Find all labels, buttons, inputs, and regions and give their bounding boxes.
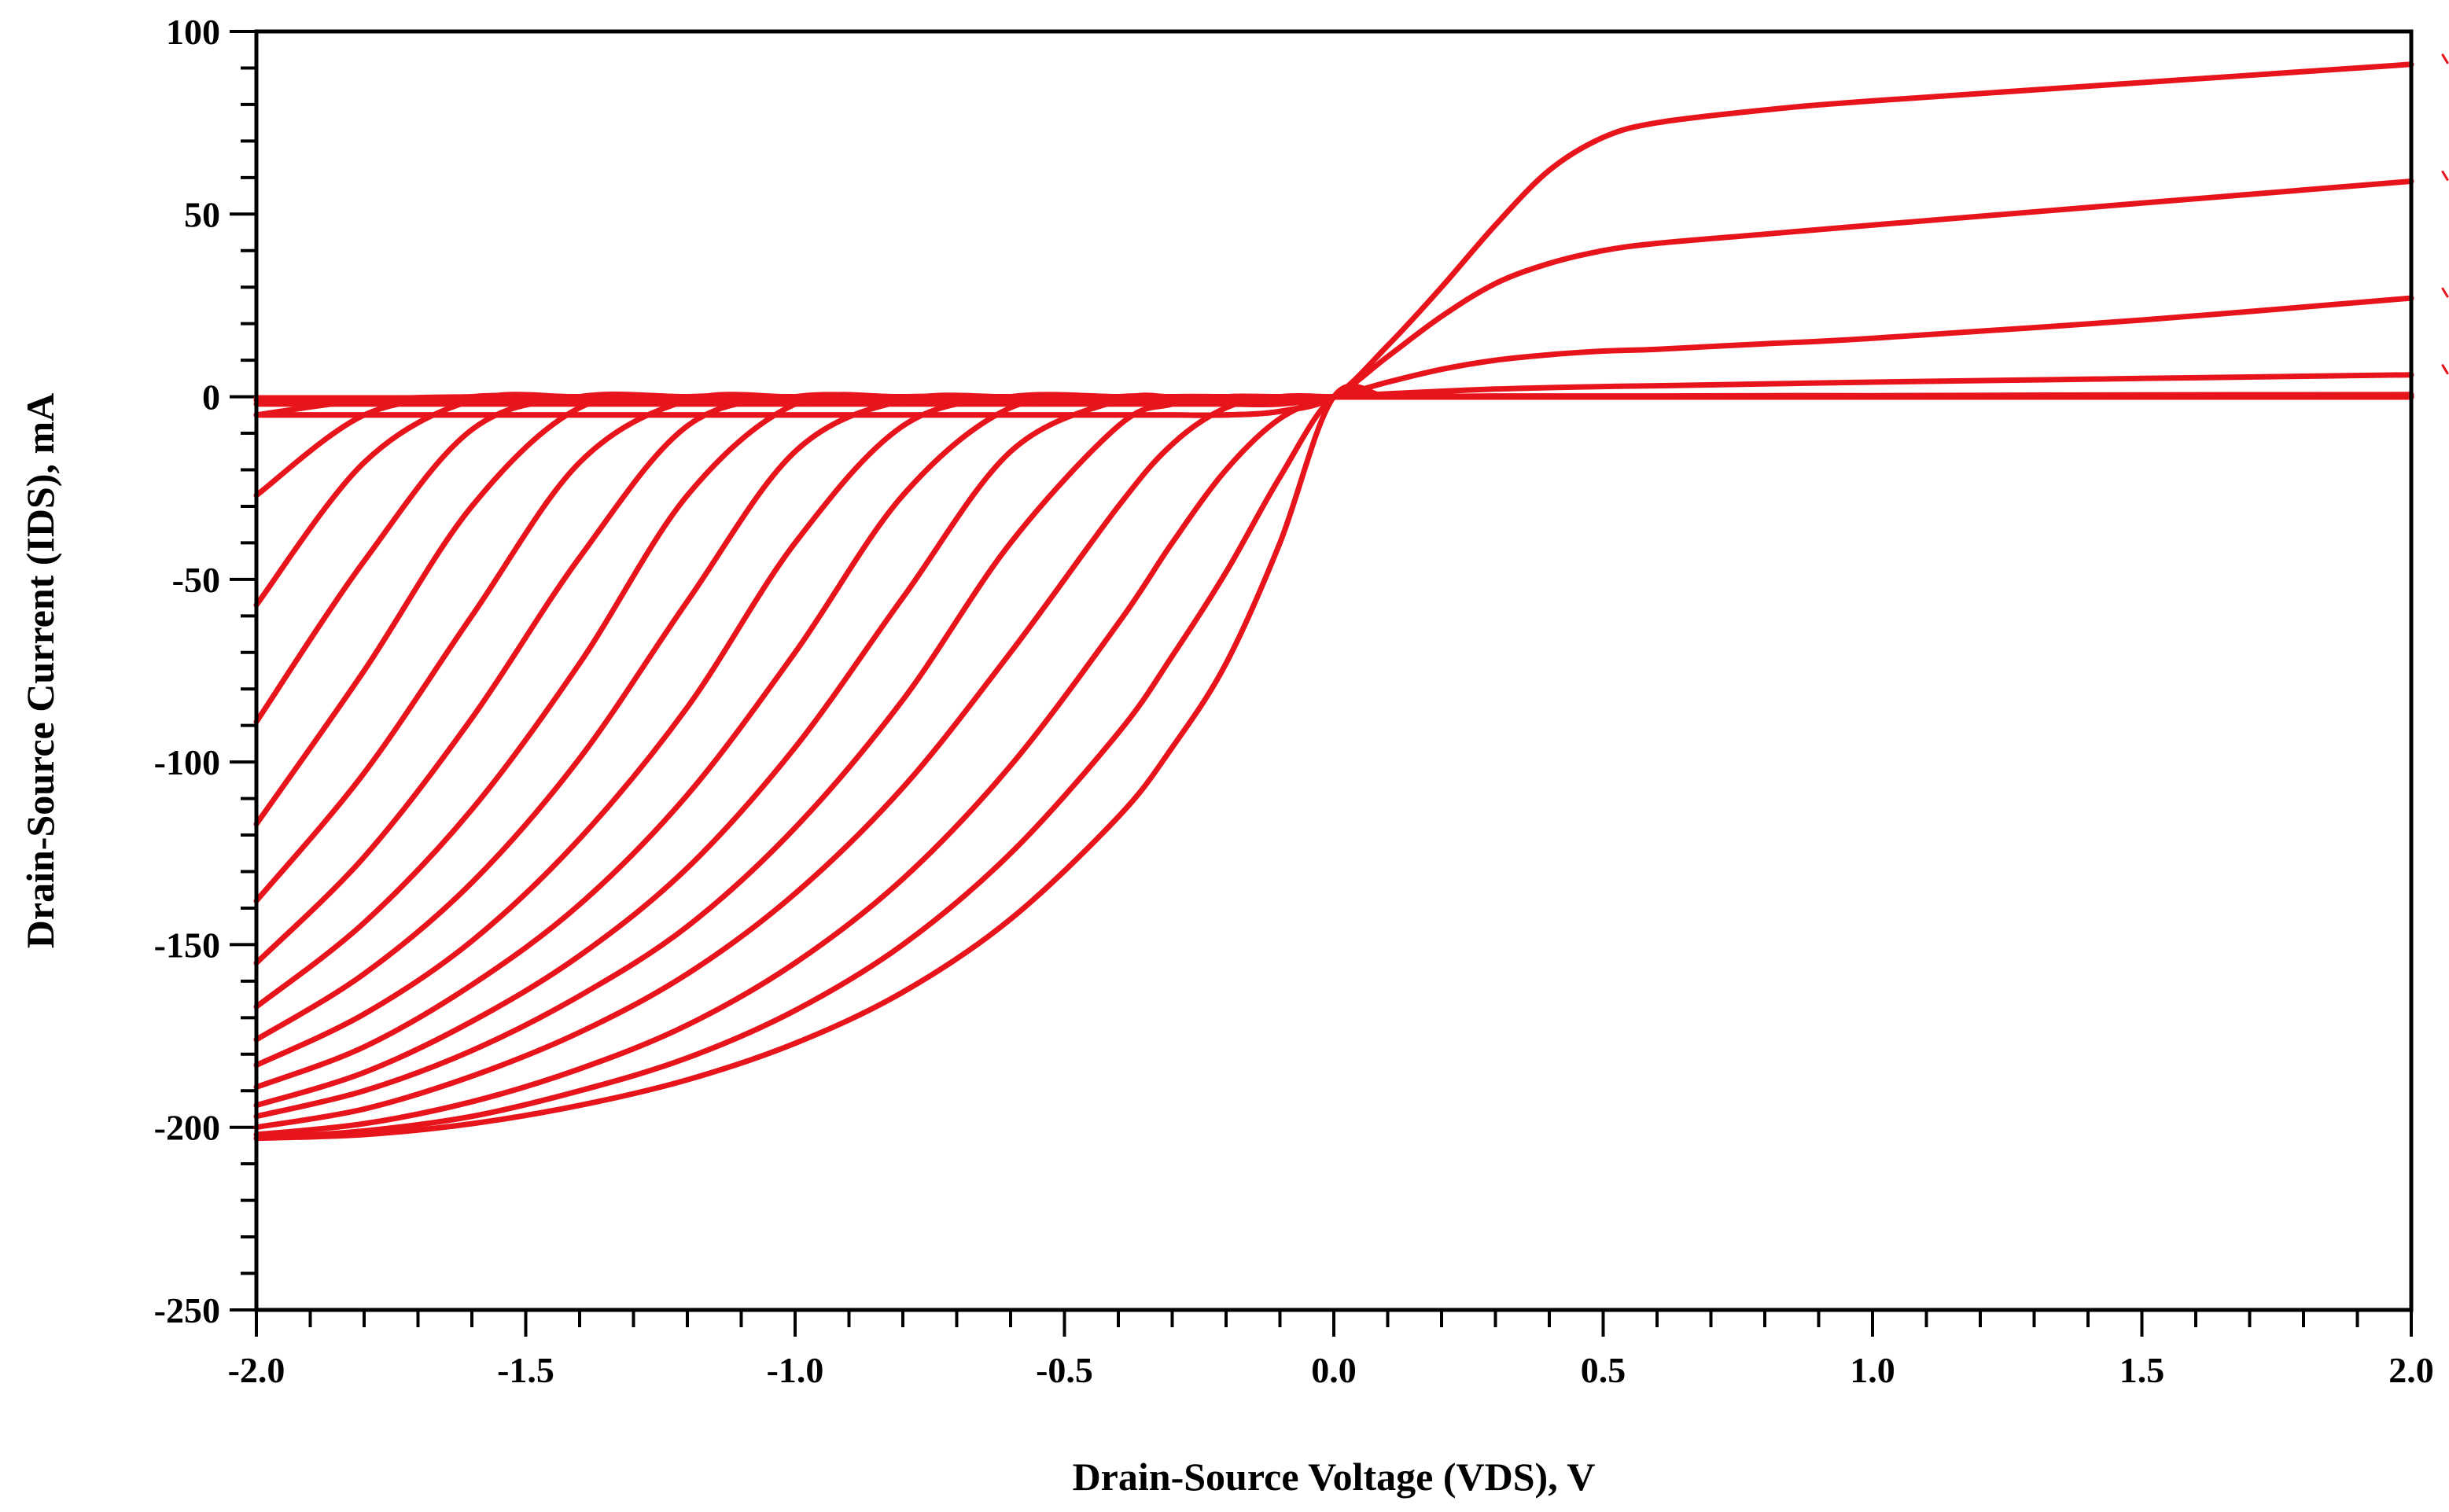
y-tick-label: -50: [172, 560, 220, 600]
series-line-reverse-9: [253, 392, 2414, 1043]
x-tick-label: 1.0: [1850, 1350, 1895, 1390]
series-line-reverse-8: [253, 392, 2414, 1010]
series-line-forward-5: [253, 61, 2414, 418]
y-tick-label: 50: [184, 194, 220, 234]
y-tick-label: -100: [154, 742, 220, 782]
tick-labels: -2.0 -1.5 -1.0 -0.5 0.0 0.5 1.0 1.5 2.0 100 50 0 -50…: [154, 12, 2434, 1390]
series-line-forward-3: [253, 295, 2414, 408]
x-tick-label: 0.0: [1311, 1350, 1357, 1390]
series-line-reverse-3: [253, 392, 2414, 608]
edge-marker: [2441, 170, 2449, 181]
x-tick-label: -0.5: [1036, 1350, 1093, 1390]
series-line-forward-2: [253, 372, 2414, 404]
series-line-reverse-7: [253, 392, 2414, 966]
edge-marker: [2441, 53, 2449, 64]
y-tick-label: -250: [154, 1290, 220, 1330]
y-tick-label: -150: [154, 925, 220, 965]
x-tick-label: 1.5: [2119, 1350, 2165, 1390]
y-tick-label: 0: [202, 377, 220, 418]
x-tick-label: -1.0: [767, 1350, 824, 1390]
y-axis-title: Drain-Source Current (IDS), mA: [18, 393, 62, 948]
series-line-reverse-11: [253, 393, 2414, 1091]
x-tick-label: 0.5: [1581, 1350, 1626, 1390]
series-line-reverse-6: [253, 392, 2414, 904]
series-line-reverse-17: [253, 383, 2414, 1142]
y-tick-label: 100: [166, 12, 220, 52]
series-line-reverse-16: [253, 388, 2414, 1142]
plot-frame: [254, 29, 2414, 1312]
tick-marks: [230, 30, 2413, 1337]
x-tick-label: -1.5: [497, 1350, 554, 1390]
series-line-reverse-15: [253, 392, 2414, 1138]
edge-marker: [2441, 364, 2449, 375]
y-tick-label: -200: [154, 1108, 220, 1148]
series-line-reverse-10: [253, 392, 2414, 1069]
edge-markers: [2441, 53, 2449, 375]
edge-marker: [2441, 287, 2449, 298]
series-group: [253, 61, 2414, 1142]
x-tick-label: -2.0: [228, 1350, 285, 1390]
x-tick-label: 2.0: [2388, 1350, 2434, 1390]
x-axis-title: Drain-Source Voltage (VDS), V: [1073, 1455, 1596, 1499]
